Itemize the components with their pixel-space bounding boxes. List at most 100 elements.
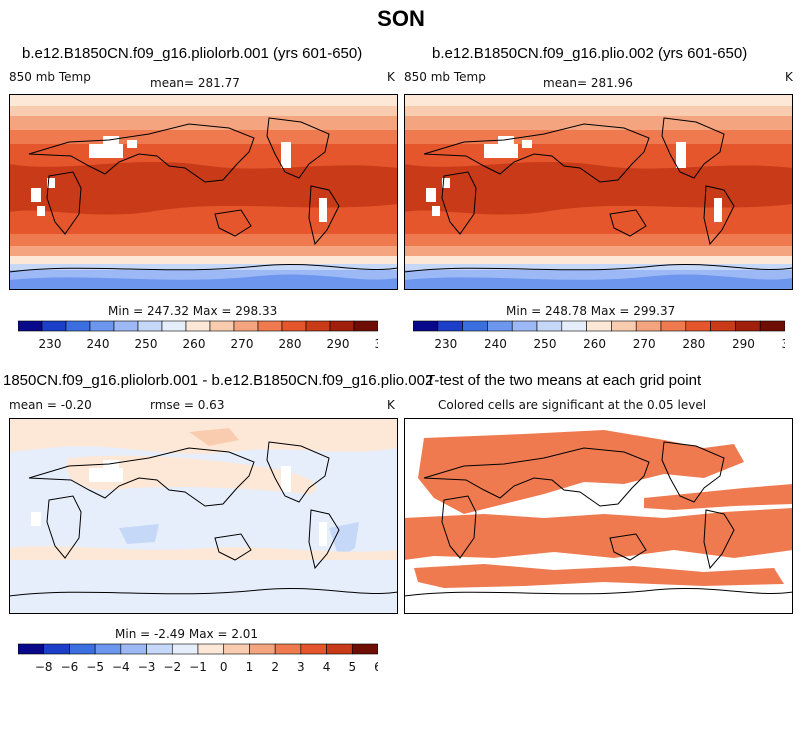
panel-3-mean: mean = -0.20 xyxy=(9,398,92,412)
colorbar-2-box xyxy=(635,320,662,332)
colorbar-3-box xyxy=(197,643,225,655)
colorbar-3-box xyxy=(300,643,327,655)
colorbar-1-box xyxy=(65,320,91,332)
colorbar-3-tick-label: −4 xyxy=(112,660,130,674)
colorbar-2-box xyxy=(735,320,761,332)
panel-2-map xyxy=(404,94,793,290)
colorbar-1-box xyxy=(41,320,67,332)
panel-3-units: K xyxy=(387,398,395,412)
colorbar-2-box xyxy=(660,320,687,332)
panel-2-bands xyxy=(404,94,793,290)
colorbar-2-box xyxy=(710,320,736,332)
panel-3-anomalies xyxy=(9,418,398,614)
colorbar-3-tick-label: 2 xyxy=(271,660,279,674)
colorbar-3-box xyxy=(274,643,302,655)
colorbar-2-box xyxy=(611,320,637,332)
colorbar-3-tick-label: 4 xyxy=(323,660,331,674)
colorbar-1-tick-label: 260 xyxy=(183,337,206,351)
panel-2-variable: 850 mb Temp xyxy=(404,70,486,84)
colorbar-1-box xyxy=(89,320,115,332)
colorbar-3-box xyxy=(351,643,378,655)
colorbar-3-tick-label: −8 xyxy=(35,660,53,674)
colorbar-3-box xyxy=(43,643,70,655)
colorbar-2-box xyxy=(413,320,439,332)
colorbar-1-tick-label: 300 xyxy=(375,337,378,351)
colorbar-2-tick-label: 230 xyxy=(434,337,457,351)
panel-1-title: b.e12.B1850CN.f09_g16.pliolorb.001 (yrs … xyxy=(22,45,363,62)
colorbar-1-tick-label: 240 xyxy=(87,337,110,351)
colorbar-2-tick-label: 260 xyxy=(583,337,606,351)
colorbar-2-tick-label: 250 xyxy=(534,337,557,351)
panel-1-bands xyxy=(9,94,398,290)
colorbar-2-box xyxy=(685,320,711,332)
colorbar-3-box xyxy=(120,643,147,655)
panel-2-missing-cells xyxy=(426,136,722,222)
colorbar-1-box xyxy=(353,320,378,332)
colorbar-2-box xyxy=(561,320,587,332)
colorbar-2-box xyxy=(536,320,563,332)
colorbar-1-box xyxy=(185,320,211,332)
colorbar-3-tick-label: −3 xyxy=(138,660,156,674)
panel-4-map xyxy=(404,418,793,614)
colorbar-2-tick-label: 280 xyxy=(682,337,705,351)
colorbar-1-tick-label: 270 xyxy=(231,337,254,351)
panel-2-mean: mean= 281.96 xyxy=(543,76,633,90)
figure-title: SON xyxy=(377,6,425,31)
colorbar-1-tick-label: 230 xyxy=(39,337,62,351)
colorbar-3-tick-label: 3 xyxy=(297,660,305,674)
colorbar-1-tick-label: 280 xyxy=(279,337,302,351)
panel-3-missing-cells xyxy=(31,460,327,546)
panel-1-units: K xyxy=(387,70,395,84)
colorbar-3-box xyxy=(69,643,96,655)
colorbar-1-box xyxy=(18,320,43,332)
colorbar-2-box xyxy=(511,320,538,332)
panel-2-title: b.e12.B1850CN.f09_g16.plio.002 (yrs 601-… xyxy=(432,45,748,62)
colorbar-2-box xyxy=(487,320,513,332)
panel-4-title: T-test of the two means at each grid poi… xyxy=(426,372,702,389)
panel-4-subtitle: Colored cells are significant at the 0.0… xyxy=(438,398,707,412)
colorbar-1-box xyxy=(281,320,307,332)
colorbar-2-box xyxy=(462,320,488,332)
panel-1-coastlines xyxy=(9,117,398,273)
colorbar-3-tick-label: −2 xyxy=(163,660,181,674)
colorbar-3-tick-label: −6 xyxy=(61,660,79,674)
colorbar-3-box xyxy=(18,643,45,655)
colorbar-2-box xyxy=(759,320,785,332)
colorbar-1-box xyxy=(329,320,355,332)
colorbar-2-tick-label: 290 xyxy=(732,337,755,351)
panel-1-map xyxy=(9,94,398,290)
colorbar-3-box xyxy=(171,643,199,655)
colorbar-2-box xyxy=(586,320,612,332)
panel-3-title: 1850CN.f09_g16.pliolorb.001 - b.e12.B185… xyxy=(3,372,434,389)
colorbar-1-box xyxy=(137,320,163,332)
colorbar-2: 230 240 250 260 270 280 290 300 xyxy=(413,320,785,351)
colorbar-2-tick-label: 300 xyxy=(782,337,785,351)
colorbar-1-box xyxy=(209,320,235,332)
colorbar-2-box xyxy=(437,320,463,332)
panel-3-map xyxy=(9,418,398,614)
colorbar-2-tick-label: 270 xyxy=(633,337,656,351)
panel-1-mean: mean= 281.77 xyxy=(150,76,240,90)
panel-2-minmax: Min = 248.78 Max = 299.37 xyxy=(506,304,676,318)
colorbar-1-tick-label: 250 xyxy=(135,337,158,351)
colorbar-3-tick-label: −5 xyxy=(86,660,104,674)
panel-1-minmax: Min = 247.32 Max = 298.33 xyxy=(108,304,278,318)
colorbar-1-box xyxy=(233,320,259,332)
colorbar-1-tick-label: 290 xyxy=(327,337,350,351)
colorbar-1-box xyxy=(161,320,187,332)
colorbar-1-box xyxy=(305,320,331,332)
colorbar-3-tick-label: 0 xyxy=(220,660,228,674)
colorbar-1-box xyxy=(257,320,283,332)
colorbar-3-tick-label: 5 xyxy=(348,660,356,674)
panel-3-minmax: Min = -2.49 Max = 2.01 xyxy=(115,627,259,641)
panel-1-missing-cells xyxy=(31,136,327,222)
panel-2-units: K xyxy=(785,70,793,84)
colorbar-3-tick-label: −1 xyxy=(189,660,207,674)
colorbar-3-box xyxy=(94,643,122,655)
colorbar-3-box xyxy=(223,643,250,655)
panel-2-coastlines xyxy=(404,117,793,273)
colorbar-3: −8−6−5−4−3−2−101234568 xyxy=(18,643,378,674)
panel-3-coastlines xyxy=(9,441,398,597)
colorbar-1-box xyxy=(113,320,139,332)
colorbar-3-box xyxy=(249,643,276,655)
